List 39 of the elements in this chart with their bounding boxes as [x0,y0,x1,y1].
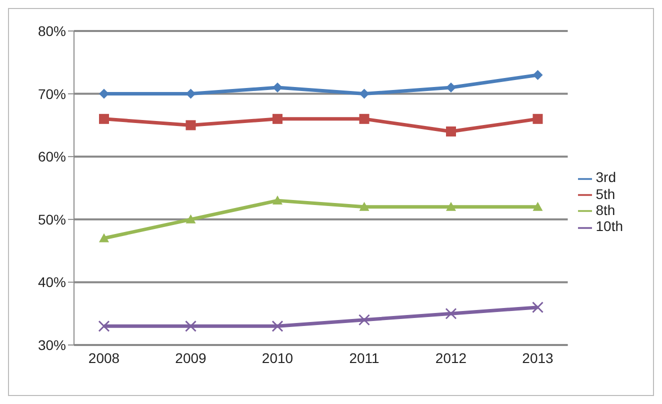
point [446,202,456,211]
y-tick-label: 30% [38,336,66,353]
point [186,214,196,224]
x-tick-label: 2010 [262,350,294,366]
point [272,320,284,332]
point [446,126,456,136]
point [532,302,544,314]
point [359,114,370,124]
point [532,114,543,124]
point [99,233,109,242]
x-tick-label: 2011 [349,350,380,366]
point [358,314,370,326]
y-tick-label: 80% [38,22,66,39]
legend-label: 8th [596,202,616,218]
legend-label: 5th [596,186,616,202]
y-tick-label: 60% [38,148,66,165]
point [532,202,543,211]
point [99,88,109,99]
x-tick-label: 2013 [522,350,554,366]
point [445,308,457,320]
point [272,82,282,93]
point [532,70,543,80]
point [272,114,282,124]
x-tick-label: 2008 [88,350,120,366]
y-tick-label: 70% [38,86,66,102]
point [446,82,456,93]
point [98,320,110,332]
x-tick-label: 2009 [175,350,207,366]
x-tick-label: 2012 [435,350,467,366]
point [272,196,282,205]
point [99,114,109,124]
legend-label: 10th [596,218,623,234]
y-tick-label: 50% [38,211,66,228]
point [185,320,196,332]
legend-label: 3rd [596,169,616,186]
y-tick-label: 40% [38,274,66,290]
point [359,202,370,211]
point [359,88,370,99]
point [186,120,196,130]
